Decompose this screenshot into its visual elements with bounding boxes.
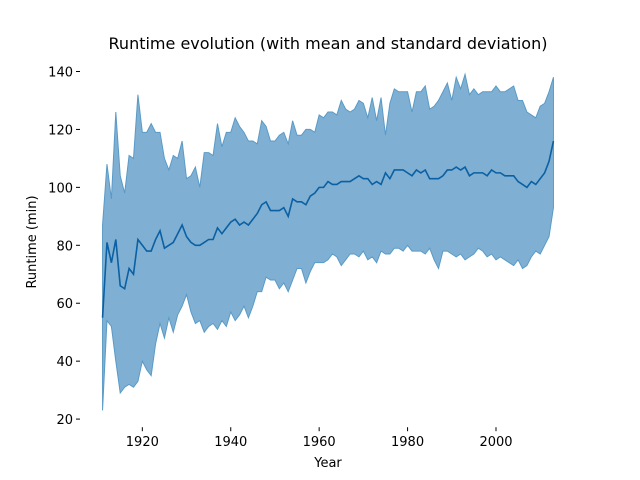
x-axis-label: Year: [313, 456, 342, 471]
x-tick-label: 1980: [391, 435, 424, 450]
x-tick-label: 1940: [214, 435, 247, 450]
y-tick-label: 60: [56, 297, 73, 312]
x-tick-label: 1960: [303, 435, 336, 450]
y-tick-label: 40: [56, 355, 73, 370]
x-tick-label: 1920: [126, 435, 159, 450]
y-tick-label: 140: [48, 66, 73, 81]
x-tick-label: 2000: [479, 435, 512, 450]
y-axis-label: Runtime (min): [25, 195, 40, 288]
y-tick-label: 120: [48, 123, 73, 138]
mean-line: [101, 140, 555, 318]
y-tick-label: 20: [56, 413, 73, 428]
y-tick-label: 80: [56, 239, 73, 254]
y-tick-label: 100: [48, 181, 73, 196]
std-band: [102, 72, 554, 411]
chart-title: Runtime evolution (with mean and standar…: [109, 34, 548, 53]
